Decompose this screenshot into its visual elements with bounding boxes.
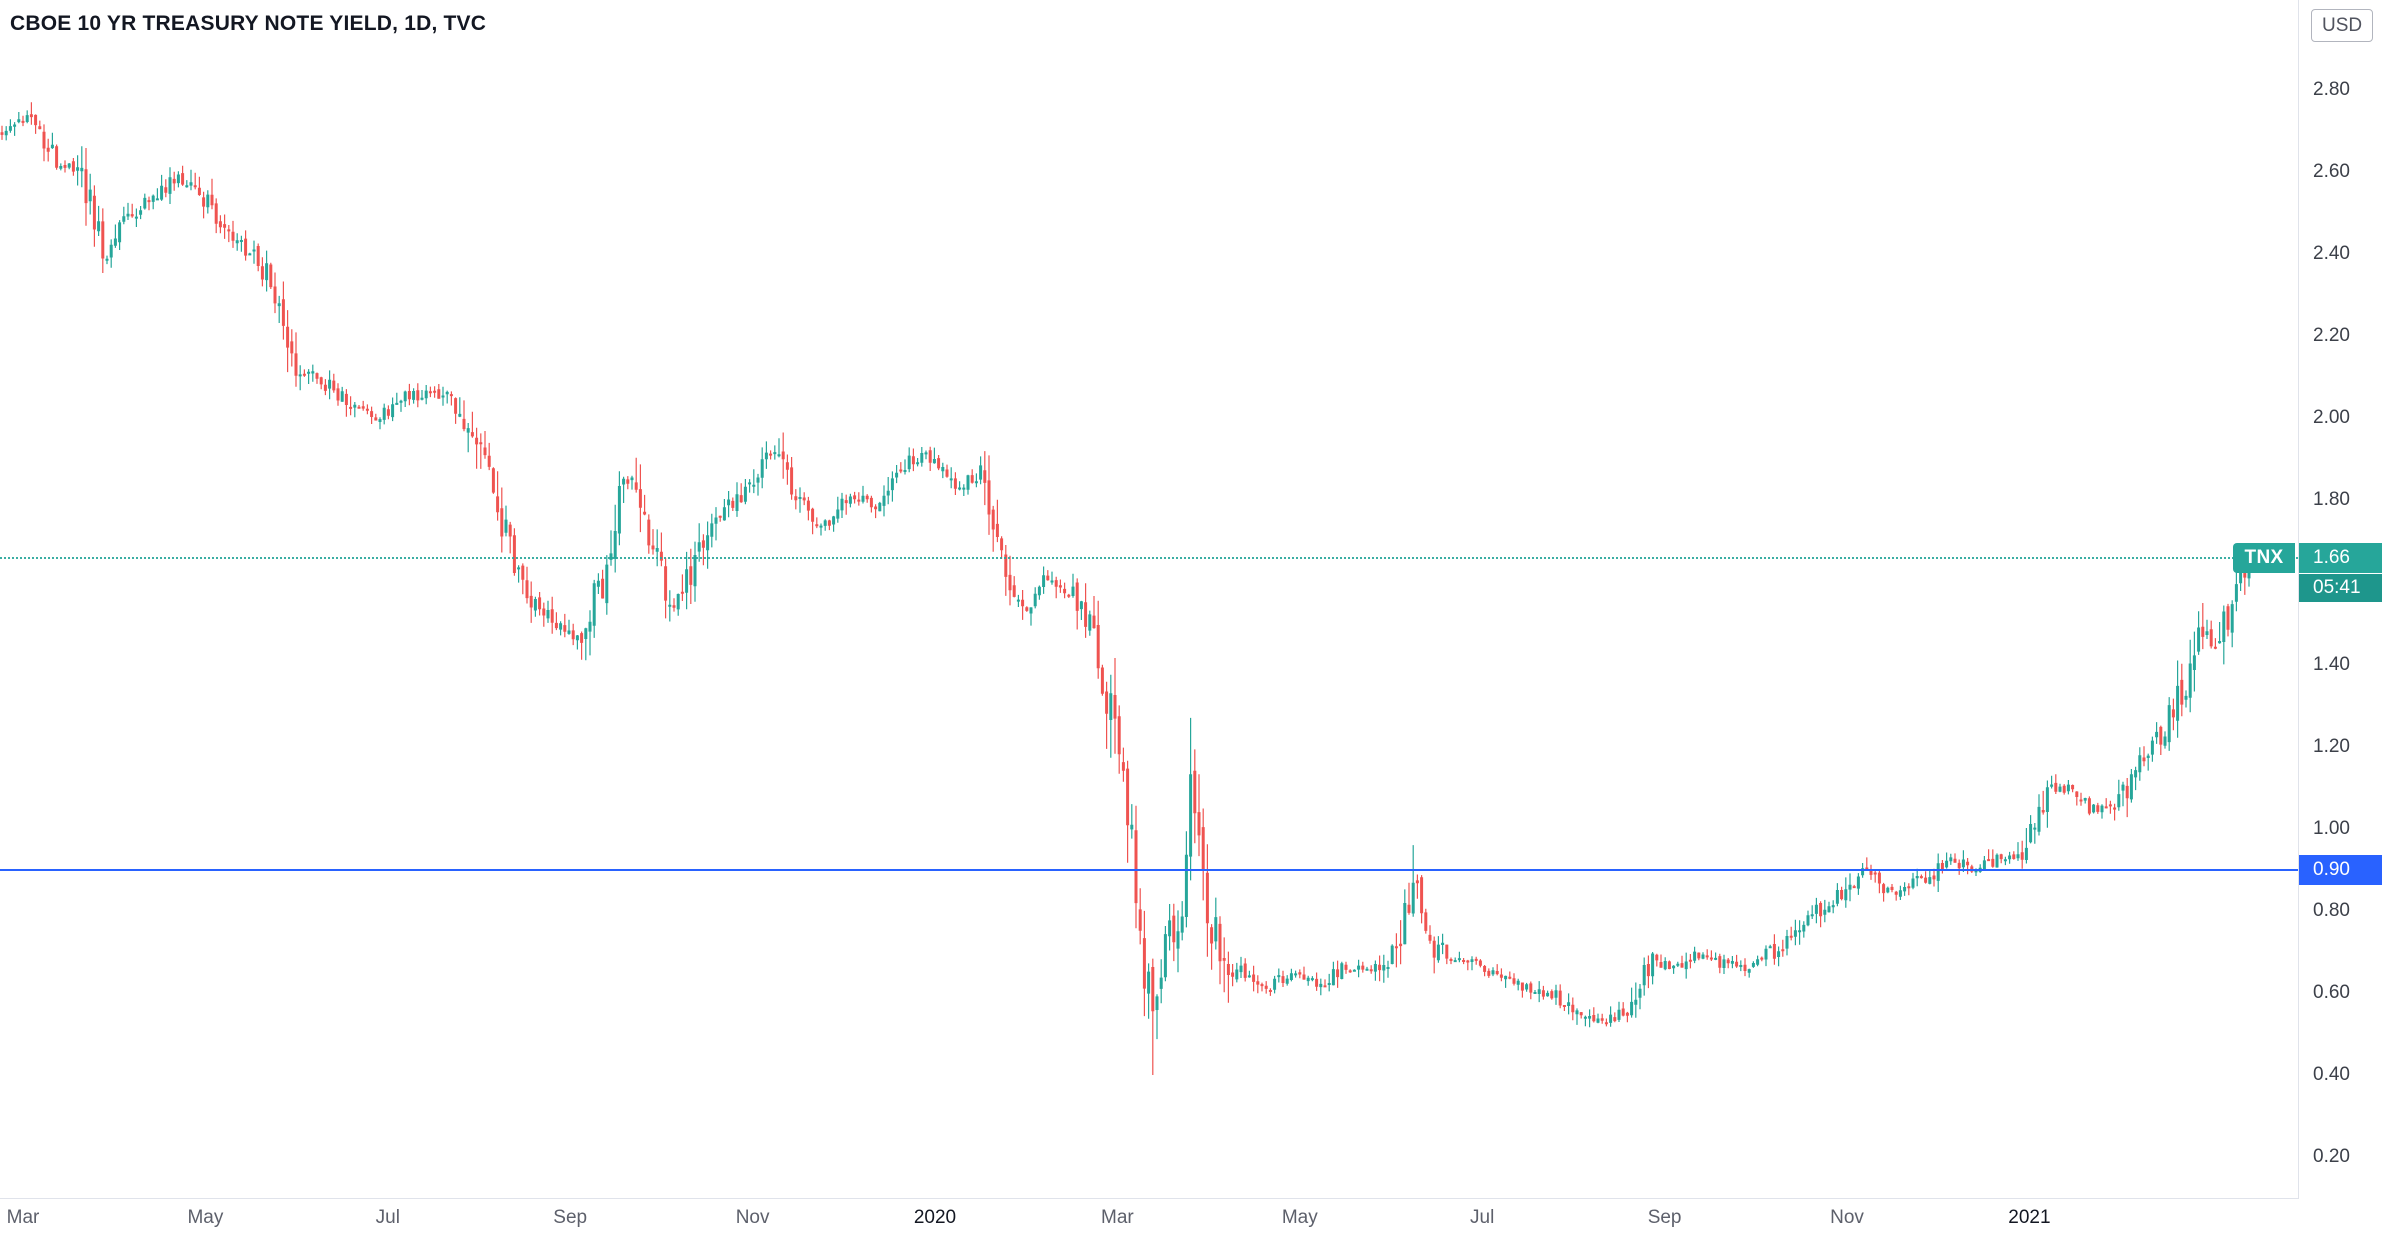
price-tick-label: 0.60 (2313, 981, 2350, 1003)
time-tick-label: Sep (553, 1207, 588, 1228)
chart-pane[interactable]: CBOE 10 YR TREASURY NOTE YIELD, 1D, TVC … (0, 0, 2299, 1199)
time-tick-label: Jul (1470, 1207, 1495, 1228)
price-tick-label: 1.40 (2313, 653, 2350, 675)
candlestick-canvas[interactable] (0, 0, 2298, 1198)
symbol-legend-title[interactable]: CBOE 10 YR TREASURY NOTE YIELD, 1D, TVC (10, 12, 487, 35)
price-tick-label: 2.60 (2313, 161, 2350, 183)
time-axis[interactable]: Mar May Jul Sep Nov 2020 Mar May Jul Sep Nov 2021 (0, 1199, 2298, 1236)
time-tick-label: 2020 (913, 1207, 957, 1228)
down-candle-bodies (0, 114, 2247, 1025)
price-tick-label: 0.20 (2313, 1146, 2350, 1167)
price-tick-label: 2.80 (2313, 79, 2350, 100)
price-axis[interactable]: 2.802.602.402.202.001.801.601.401.201.00… (2299, 0, 2382, 1198)
last-price-label: 1.66 (2299, 542, 2382, 573)
currency-unit-button[interactable]: USD (2311, 9, 2374, 42)
horizontal-line-price-label: 0.90 (2299, 854, 2382, 885)
symbol-price-tag: TNX (2233, 542, 2295, 573)
price-tick-label: 1.80 (2313, 489, 2350, 511)
price-tick-label: 1.20 (2313, 735, 2350, 757)
price-tick-label: 2.20 (2313, 325, 2350, 347)
price-tick-label: 2.00 (2313, 407, 2350, 429)
time-tick-label: Sep (1647, 1207, 1682, 1228)
time-tick-label: Mar (1101, 1207, 1134, 1228)
time-tick-label: Nov (1830, 1207, 1864, 1228)
up-candle-bodies (4, 115, 2251, 1023)
down-candle-wicks (1, 102, 2246, 1075)
time-tick-label: May (1281, 1207, 1318, 1228)
current-price-line (0, 556, 2298, 559)
time-tick-label: 2021 (2008, 1207, 2051, 1228)
horizontal-line-drawing[interactable] (0, 868, 2298, 871)
price-tick-label: 2.40 (2313, 243, 2350, 265)
price-tick-label: 1.00 (2313, 817, 2350, 839)
time-tick-label: May (187, 1207, 224, 1228)
up-candle-wicks (5, 110, 2250, 1040)
time-tick-label: Nov (735, 1207, 770, 1228)
price-tick-label: 0.80 (2313, 899, 2350, 921)
time-tick-label: Mar (6, 1207, 40, 1228)
time-tick-label: Jul (375, 1207, 400, 1228)
bar-countdown-label: 05:41 (2299, 573, 2382, 602)
price-tick-label: 0.40 (2313, 1064, 2350, 1085)
